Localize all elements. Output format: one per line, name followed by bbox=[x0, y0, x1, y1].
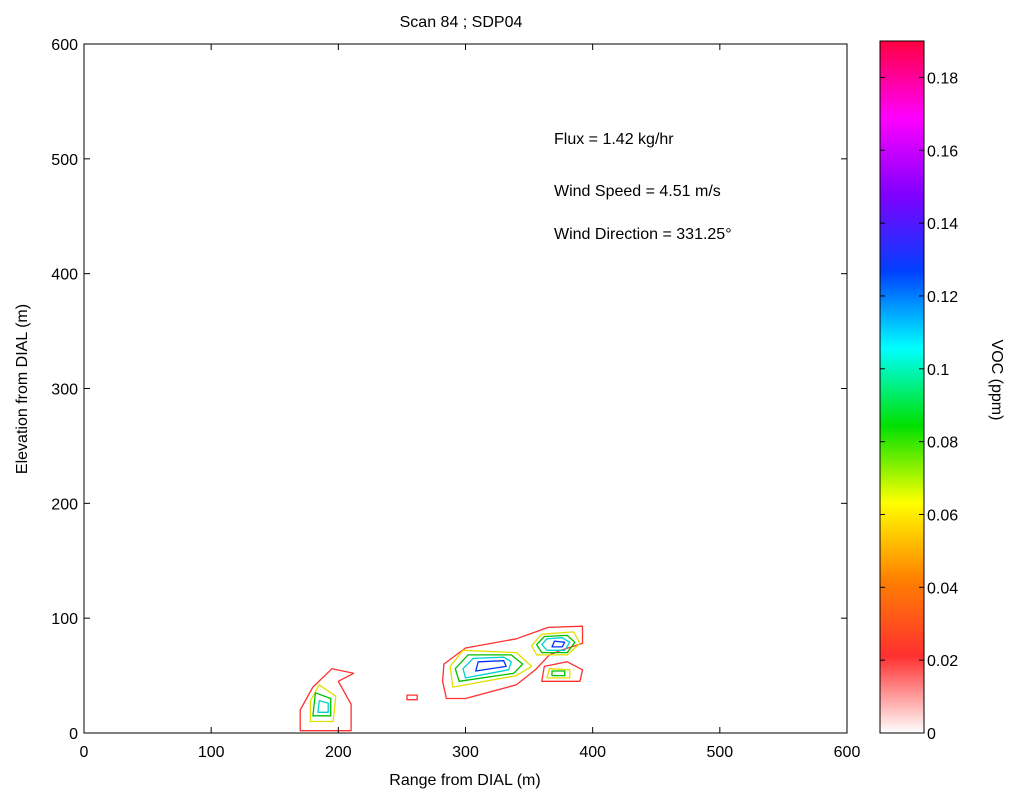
x-tick-label: 200 bbox=[325, 744, 352, 761]
contour-line-4 bbox=[309, 684, 337, 723]
contour-line-14 bbox=[541, 637, 571, 651]
colorbar-tick-label: 0.02 bbox=[927, 653, 958, 670]
contour-line-2 bbox=[441, 625, 584, 700]
flux-annotation: Flux = 1.42 kg/hr bbox=[554, 131, 674, 148]
colorbar-tick-label: 0.08 bbox=[927, 435, 958, 452]
y-tick-label: 300 bbox=[51, 382, 78, 399]
contour-line-9 bbox=[454, 654, 524, 682]
contour-line-1 bbox=[406, 694, 418, 701]
contour-line-7 bbox=[546, 668, 571, 679]
x-axis-label: Range from DIAL (m) bbox=[389, 772, 540, 789]
wind-direction-annotation: Wind Direction = 331.25° bbox=[554, 226, 732, 243]
x-tick-label: 500 bbox=[706, 744, 733, 761]
contour-line-11 bbox=[551, 670, 566, 677]
y-tick-label: 600 bbox=[51, 37, 78, 54]
contour-line-13 bbox=[462, 656, 512, 679]
x-tick-label: 300 bbox=[452, 744, 479, 761]
colorbar-tick-label: 0 bbox=[927, 726, 936, 743]
wind-speed-annotation: Wind Speed = 4.51 m/s bbox=[554, 183, 721, 200]
y-tick-label: 500 bbox=[51, 152, 78, 169]
x-tick-label: 0 bbox=[80, 744, 89, 761]
colorbar-tick-label: 0.14 bbox=[927, 216, 958, 233]
contour-line-3 bbox=[541, 661, 584, 682]
colorbar-tick-label: 0.16 bbox=[927, 143, 958, 160]
contour-line-12 bbox=[317, 700, 329, 713]
chart-title: Scan 84 ; SDP04 bbox=[400, 14, 523, 31]
contour-line-0 bbox=[299, 668, 355, 732]
contour-layer bbox=[299, 625, 584, 732]
colorbar-tick-label: 0.1 bbox=[927, 362, 949, 379]
contour-line-5 bbox=[449, 649, 533, 688]
x-tick-label: 600 bbox=[834, 744, 861, 761]
x-tick-label: 100 bbox=[198, 744, 225, 761]
contour-line-15 bbox=[475, 660, 507, 672]
y-tick-label: 200 bbox=[51, 496, 78, 513]
contour-line-16 bbox=[551, 640, 566, 648]
plot-area bbox=[83, 43, 848, 734]
x-tick-label: 400 bbox=[579, 744, 606, 761]
x-axis: 0 100 200 300 400 500 600 bbox=[80, 44, 861, 761]
contour-line-10 bbox=[536, 634, 576, 654]
y-tick-label: 0 bbox=[69, 726, 78, 743]
colorbar-gradient bbox=[879, 40, 925, 734]
y-axis-label: Elevation from DIAL (m) bbox=[14, 304, 31, 474]
y-axis: 0 100 200 300 400 500 600 bbox=[51, 37, 847, 743]
colorbar-label: VOC (ppm) bbox=[988, 340, 1005, 421]
colorbar-tick-label: 0.06 bbox=[927, 507, 958, 524]
contour-line-8 bbox=[312, 692, 332, 717]
colorbar-tick-label: 0.04 bbox=[927, 580, 958, 597]
colorbar-tick-label: 0.12 bbox=[927, 289, 958, 306]
y-tick-label: 100 bbox=[51, 611, 78, 628]
colorbar-tick-label: 0.18 bbox=[927, 70, 958, 87]
y-tick-label: 400 bbox=[51, 267, 78, 284]
contour-line-6 bbox=[530, 631, 581, 656]
colorbar: 0 0.02 0.04 0.06 0.08 0.1 0.12 0.14 0.16 0.18 bbox=[879, 40, 958, 743]
